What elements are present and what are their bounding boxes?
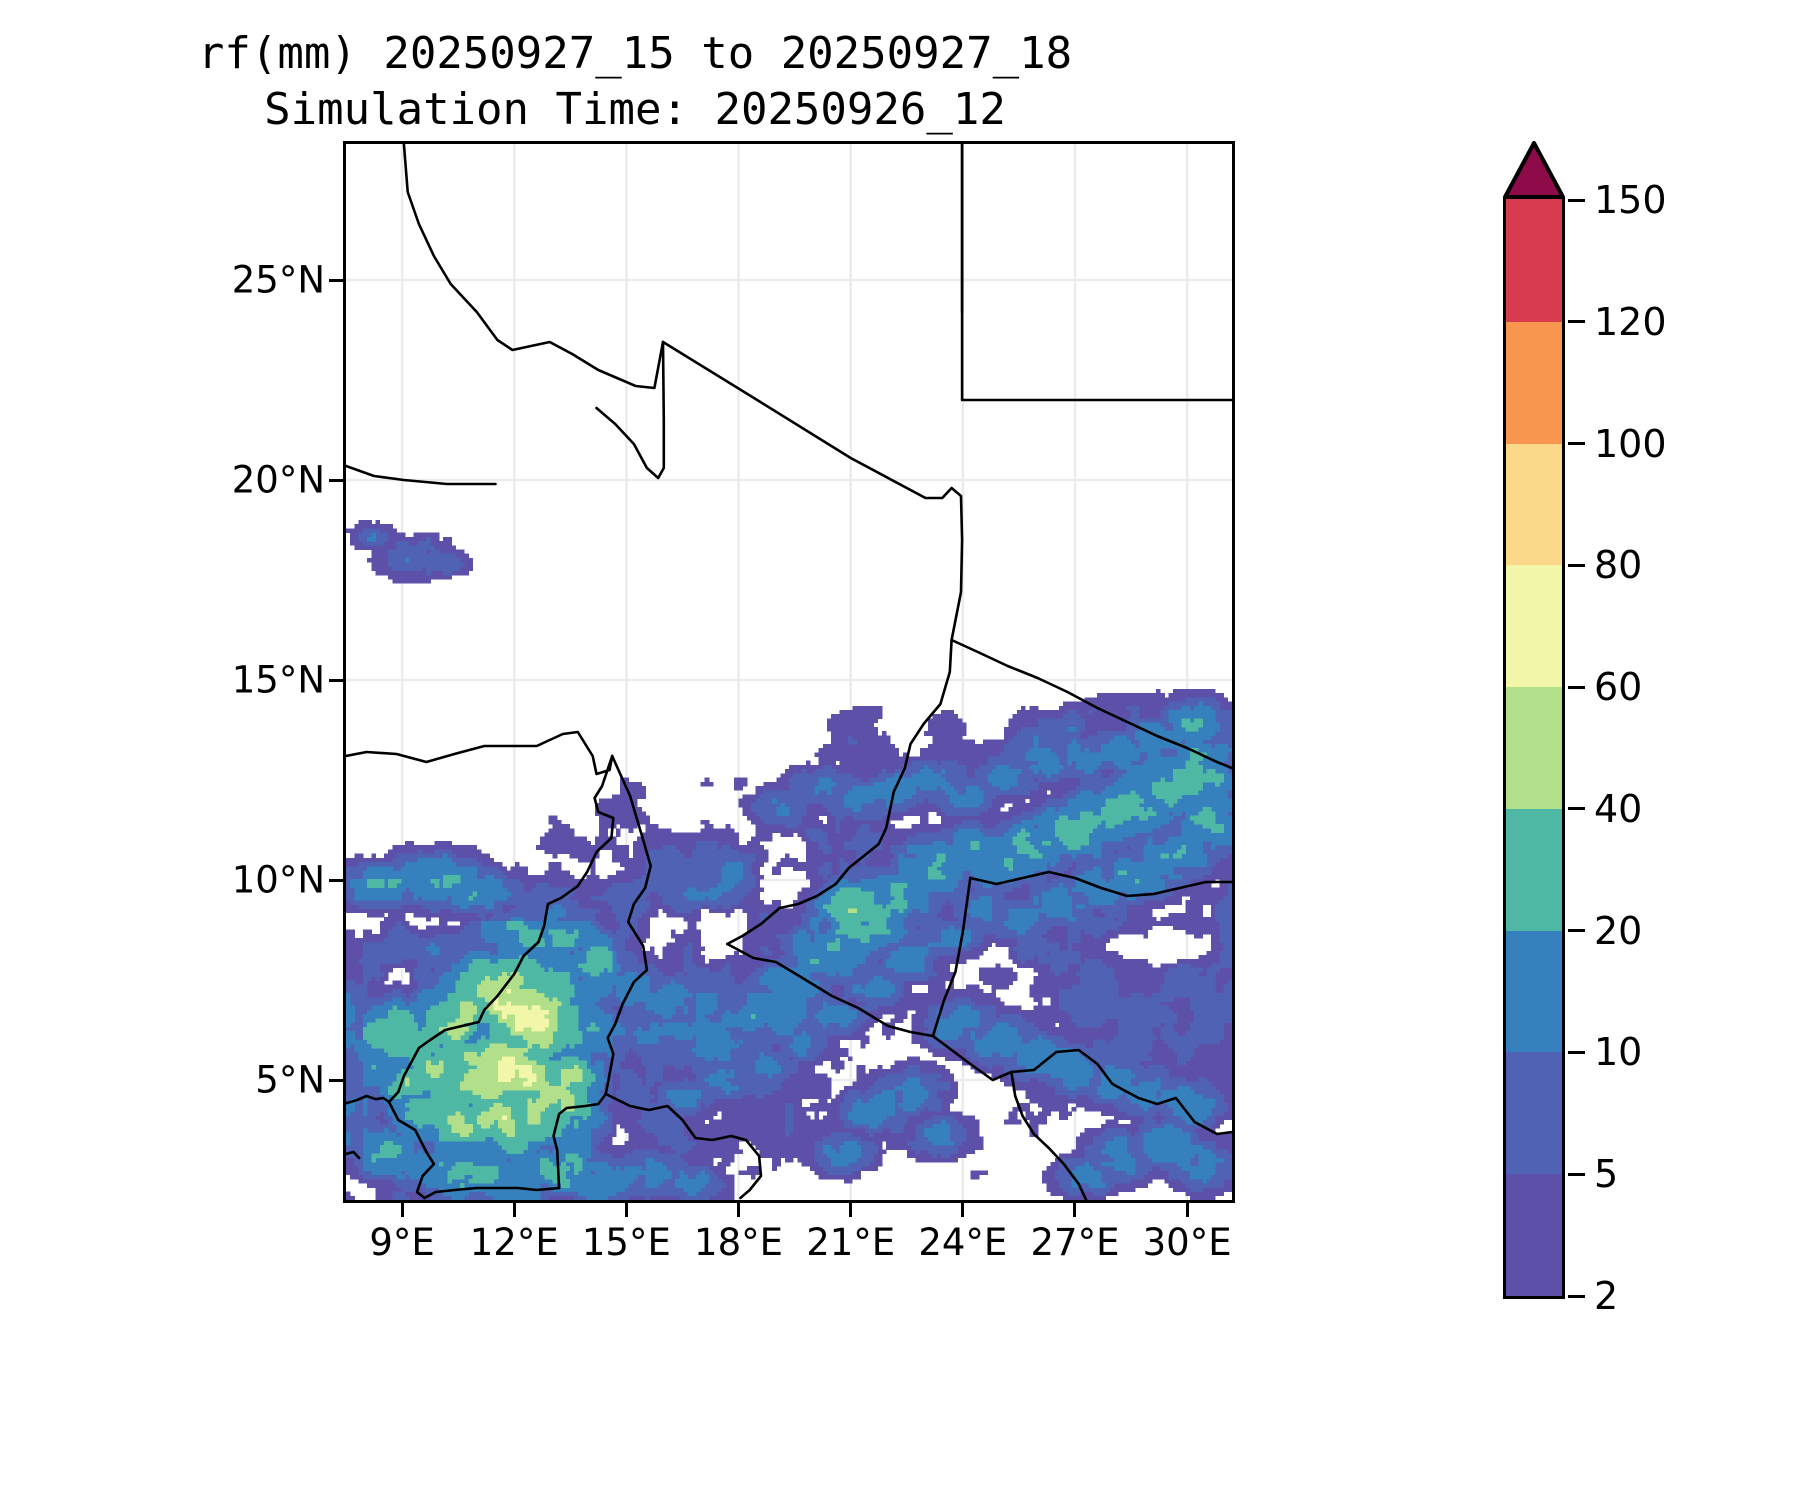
colorbar-tick-mark bbox=[1568, 1294, 1585, 1298]
colorbar-tick-label: 10 bbox=[1594, 1030, 1643, 1075]
x-tick-label: 27°E bbox=[1030, 1221, 1120, 1264]
x-tick-label: 9°E bbox=[369, 1221, 435, 1264]
x-tick-label: 18°E bbox=[694, 1221, 784, 1264]
colorbar-segment bbox=[1506, 686, 1562, 809]
x-tick-mark bbox=[400, 1203, 404, 1217]
y-tick-mark bbox=[329, 278, 343, 282]
y-tick-label: 25°N bbox=[231, 258, 325, 302]
colorbar-tick-label: 2 bbox=[1594, 1274, 1619, 1318]
colorbar-segment bbox=[1506, 808, 1562, 931]
colorbar-tick-label: 5 bbox=[1594, 1152, 1619, 1197]
x-tick-mark bbox=[1185, 1203, 1189, 1217]
colorbar-segment bbox=[1506, 564, 1562, 688]
colorbar-segment bbox=[1506, 199, 1562, 322]
colorbar-tick-mark bbox=[1568, 320, 1585, 324]
x-tick-label: 21°E bbox=[806, 1221, 896, 1264]
x-tick-label: 15°E bbox=[581, 1221, 671, 1264]
y-tick-label: 10°N bbox=[231, 858, 325, 902]
map-canvas bbox=[346, 144, 1232, 1200]
colorbar-tick-mark bbox=[1568, 442, 1585, 446]
colorbar-tick-label: 100 bbox=[1594, 421, 1667, 466]
y-tick-mark bbox=[329, 1078, 343, 1082]
colorbar-tick-label: 120 bbox=[1594, 299, 1667, 344]
colorbar-tick-label: 80 bbox=[1594, 543, 1643, 588]
y-tick-mark bbox=[329, 478, 343, 482]
x-tick-label: 24°E bbox=[918, 1221, 1008, 1264]
map-axes bbox=[343, 141, 1235, 1203]
x-tick-mark bbox=[512, 1203, 516, 1217]
x-tick-mark bbox=[624, 1203, 628, 1217]
colorbar-segment bbox=[1506, 930, 1562, 1053]
colorbar-segment bbox=[1506, 442, 1562, 566]
colorbar-tick-mark bbox=[1568, 198, 1585, 202]
colorbar-tick-label: 20 bbox=[1594, 908, 1643, 953]
country-borders bbox=[346, 144, 1232, 1200]
colorbar-tick-mark bbox=[1568, 563, 1585, 567]
colorbar-tick-mark bbox=[1568, 1050, 1585, 1054]
x-tick-mark bbox=[1073, 1203, 1077, 1217]
colorbar: 2 5 10 20 40 60 80 100 120 150 bbox=[1494, 141, 1794, 1318]
colorbar-segment bbox=[1506, 1051, 1562, 1175]
figure-title: rf(mm) 20250927_15 to 20250927_18 Simula… bbox=[0, 26, 1270, 138]
colorbar-tick-mark bbox=[1568, 807, 1585, 811]
y-tick-label: 20°N bbox=[231, 458, 325, 502]
colorbar-tick-mark bbox=[1568, 929, 1585, 933]
precipitation-field bbox=[346, 519, 1232, 1200]
y-tick-label: 15°N bbox=[231, 658, 325, 702]
y-tick-mark bbox=[329, 678, 343, 682]
colorbar-tick-label: 40 bbox=[1594, 786, 1643, 831]
x-tick-mark bbox=[737, 1203, 741, 1217]
colorbar-tick-label: 60 bbox=[1594, 665, 1643, 710]
colorbar-extend-arrow bbox=[1503, 141, 1565, 199]
x-tick-label: 12°E bbox=[469, 1221, 559, 1264]
y-tick-label: 5°N bbox=[255, 1058, 325, 1102]
title-line-1: rf(mm) 20250927_15 to 20250927_18 bbox=[197, 28, 1073, 79]
colorbar-tick-label: 150 bbox=[1594, 178, 1667, 222]
x-tick-label: 30°E bbox=[1142, 1221, 1232, 1264]
colorbar-tick-mark bbox=[1568, 1172, 1585, 1176]
title-line-2: Simulation Time: 20250926_12 bbox=[264, 84, 1006, 135]
x-tick-mark bbox=[849, 1203, 853, 1217]
y-tick-mark bbox=[329, 878, 343, 882]
colorbar-segment bbox=[1506, 1173, 1562, 1296]
colorbar-tick-mark bbox=[1568, 685, 1585, 689]
colorbar-segment bbox=[1506, 321, 1562, 444]
x-tick-mark bbox=[961, 1203, 965, 1217]
colorbar-gradient bbox=[1503, 197, 1565, 1299]
